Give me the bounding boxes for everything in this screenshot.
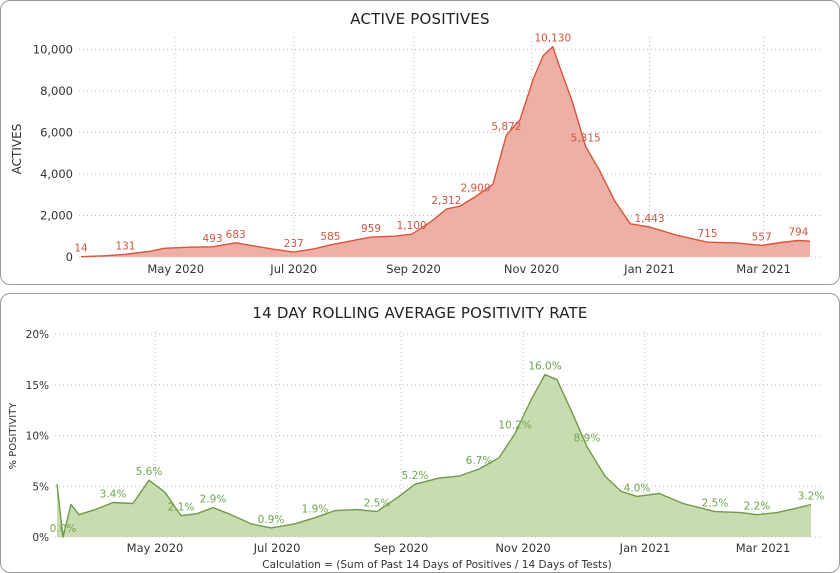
data-label: 5.2% [402, 470, 429, 482]
chart-title-positivity-rate: 14 DAY ROLLING AVERAGE POSITIVITY RATE [252, 304, 588, 322]
data-label: 16.0% [528, 361, 561, 373]
x-tick-label: May 2020 [127, 541, 184, 555]
x-tick-label: Jan 2021 [619, 541, 671, 555]
y-tick-label: 10,000 [33, 42, 73, 56]
x-tick-label: Mar 2021 [736, 541, 791, 555]
data-label: 1.9% [302, 504, 329, 516]
x-tick-label: Jul 2020 [253, 541, 301, 555]
data-label: 10.2% [498, 419, 531, 431]
data-label: 715 [697, 228, 717, 240]
data-label: 1,100 [397, 220, 427, 232]
y-tick-label: 20% [26, 329, 49, 341]
x-tick-label: Mar 2021 [736, 262, 791, 276]
data-label: 5.6% [136, 466, 163, 478]
data-label: 2.2% [744, 501, 771, 513]
x-tick-label: Nov 2020 [495, 541, 550, 555]
data-label: 1,443 [634, 213, 664, 225]
x-tick-label: Jul 2020 [269, 262, 317, 276]
active-positives-chart: 0 2,000 4,000 6,000 8,000 10,000 May 2020 Jul 2… [10, 33, 823, 276]
x-tick-label: Jan 2021 [623, 262, 675, 276]
y-tick-label: 2,000 [40, 208, 73, 222]
y-tick-label: 10% [26, 431, 49, 443]
data-label: 794 [788, 227, 808, 239]
data-label: 2.9% [200, 494, 227, 506]
x-axis-caption: Calculation = (Sum of Past 14 Days of Po… [262, 559, 612, 571]
data-label: 2,312 [431, 195, 461, 207]
y-tick-label: 4,000 [40, 167, 73, 181]
data-label: 10,130 [534, 33, 571, 45]
active-positives-panel: ACTIVE POSITIVES 0 2,000 4,000 6,000 8,000 10… [0, 0, 840, 285]
data-label: 5,872 [491, 121, 521, 133]
series-line [56, 373, 812, 538]
y-tick-label: 8,000 [40, 84, 73, 98]
y-tick-label: 6,000 [40, 125, 73, 139]
positivity-rate-panel: 14 DAY ROLLING AVERAGE POSITIVITY RATE 0… [0, 293, 840, 573]
x-tick-label: Sep 2020 [374, 541, 429, 555]
data-label: 683 [226, 229, 246, 241]
series-area [57, 374, 811, 537]
data-label: 6.7% [466, 455, 493, 467]
data-label: 2.1% [168, 502, 195, 514]
series-line [80, 46, 811, 258]
y-axis-title: ACTIVES [10, 124, 24, 175]
chart-title-active-positives: ACTIVE POSITIVES [350, 10, 490, 28]
x-tick-label: Sep 2020 [386, 262, 441, 276]
data-label: 493 [202, 233, 222, 245]
data-label: 3.4% [100, 488, 127, 500]
data-label: 5,315 [571, 133, 601, 145]
y-tick-label: 15% [26, 380, 49, 392]
data-label: 14 [74, 243, 88, 255]
data-label: 0.9% [258, 514, 285, 526]
positivity-rate-chart: 0% 5% 10% 15% 20% May 2020 Jul 2020 Sep 2020 Nov… [8, 329, 825, 571]
data-label: 237 [284, 238, 304, 250]
data-label: 4.0% [624, 482, 651, 494]
series-area [81, 46, 810, 258]
y-tick-label: 5% [32, 481, 49, 493]
data-label: 8.9% [574, 433, 601, 445]
data-label: 959 [361, 223, 381, 235]
data-label: 557 [752, 231, 772, 243]
x-tick-label: May 2020 [147, 262, 204, 276]
x-tick-label: Nov 2020 [504, 262, 559, 276]
data-label: 2,909 [460, 183, 490, 195]
y-tick-label: 0 [66, 250, 73, 264]
data-label: 0.0% [50, 523, 77, 535]
y-tick-label: 0% [32, 532, 49, 544]
data-label: 2.5% [702, 498, 729, 510]
data-label: 3.2% [798, 491, 825, 503]
data-label: 585 [320, 231, 340, 243]
data-label: 131 [115, 240, 135, 252]
data-label: 2.5% [364, 498, 391, 510]
y-axis-title: % POSITIVITY [8, 402, 19, 470]
